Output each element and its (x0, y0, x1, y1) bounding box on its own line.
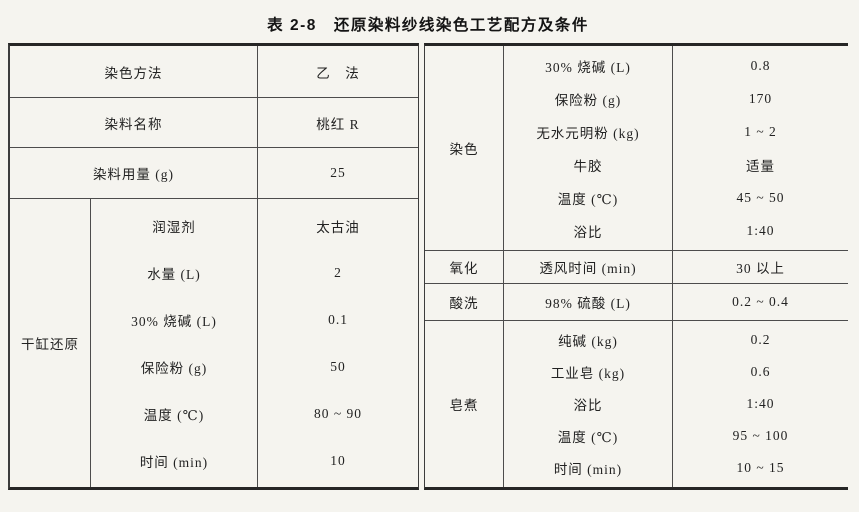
row-label: 染料名称 (10, 98, 257, 148)
section-name: 干缸还原 (21, 337, 79, 352)
row-label: 无水元明粉 (kg) (536, 125, 640, 141)
section-labels: 纯碱 (kg) 工业皂 (kg) 浴比 温度 (℃) 时间 (min) (503, 321, 672, 487)
row-value: 2 (334, 264, 342, 280)
row-label: 保险粉 (g) (140, 360, 208, 376)
section-labels: 30% 烧碱 (L) 保险粉 (g) 无水元明粉 (kg) 牛胶 温度 (℃) … (503, 46, 672, 251)
row-label: 温度 (℃) (557, 430, 619, 445)
section-name: 皂煮 (449, 398, 479, 413)
section-labels: 润湿剂 水量 (L) 30% 烧碱 (L) 保险粉 (g) 温度 (℃) 时间 … (90, 199, 257, 487)
row-value: 30 以上 (672, 251, 848, 284)
row-value: 10 (330, 452, 346, 468)
row-label: 纯碱 (kg) (558, 334, 618, 349)
row-value: 170 (748, 90, 773, 106)
row-value: 1:40 (746, 222, 775, 238)
row-label: 牛胶 (573, 158, 603, 174)
row-value: 乙 法 (257, 46, 418, 98)
row-label: 时间 (min) (553, 462, 623, 477)
row-value: 0.2 ~ 0.4 (672, 284, 848, 321)
row-value: 0.2 (750, 332, 771, 347)
row-label: 透风时间 (min) (503, 251, 672, 284)
row-label: 浴比 (573, 224, 603, 240)
table-caption: 表 2-8 还原染料纱线染色工艺配方及条件 (267, 17, 589, 34)
row-label: 染色方法 (10, 46, 257, 98)
row-value: 太古油 (316, 219, 360, 235)
row-label: 保险粉 (g) (554, 92, 622, 108)
row-value: 50 (330, 358, 346, 374)
section-name: 氧化 (425, 251, 503, 284)
dyeing-process-table: 染色方法 乙 法 染料名称 桃红 R 染料用量 (g) 25 干缸还原 润湿剂 … (8, 43, 848, 490)
row-value: 0.6 (750, 364, 771, 379)
row-label: 润湿剂 (152, 219, 196, 235)
row-label: 30% 烧碱 (L) (545, 59, 631, 75)
row-value: 80 ~ 90 (313, 405, 363, 421)
table-left-half: 染色方法 乙 法 染料名称 桃红 R 染料用量 (g) 25 干缸还原 润湿剂 … (8, 43, 419, 490)
row-value: 适量 (746, 158, 775, 174)
row-value: 1:40 (746, 396, 775, 411)
section-values: 太古油 2 0.1 50 80 ~ 90 10 (257, 199, 418, 487)
row-label: 98% 硫酸 (L) (503, 284, 672, 321)
table-right-half: 染色 30% 烧碱 (L) 保险粉 (g) 无水元明粉 (kg) 牛胶 温度 (… (424, 43, 848, 490)
row-label: 工业皂 (kg) (550, 366, 626, 381)
row-label: 温度 (℃) (557, 191, 619, 207)
row-value: 桃红 R (257, 98, 418, 148)
row-value: 25 (257, 148, 418, 199)
row-label: 水量 (L) (147, 266, 201, 282)
row-label: 30% 烧碱 (L) (131, 313, 217, 329)
row-value: 95 ~ 100 (732, 428, 789, 443)
row-label: 温度 (℃) (143, 407, 205, 423)
row-value: 45 ~ 50 (736, 189, 785, 205)
row-value: 1 ~ 2 (744, 123, 777, 139)
row-value: 0.1 (328, 311, 348, 327)
row-value: 0.8 (750, 57, 771, 73)
row-label: 染料用量 (g) (10, 148, 257, 199)
section-name: 酸洗 (425, 284, 503, 321)
row-label: 浴比 (573, 398, 603, 413)
row-label: 时间 (min) (139, 454, 209, 470)
section-values: 0.2 0.6 1:40 95 ~ 100 10 ~ 15 (672, 321, 848, 487)
row-value: 10 ~ 15 (736, 460, 785, 475)
section-name: 染色 (425, 46, 503, 251)
section-values: 0.8 170 1 ~ 2 适量 45 ~ 50 1:40 (672, 46, 848, 251)
